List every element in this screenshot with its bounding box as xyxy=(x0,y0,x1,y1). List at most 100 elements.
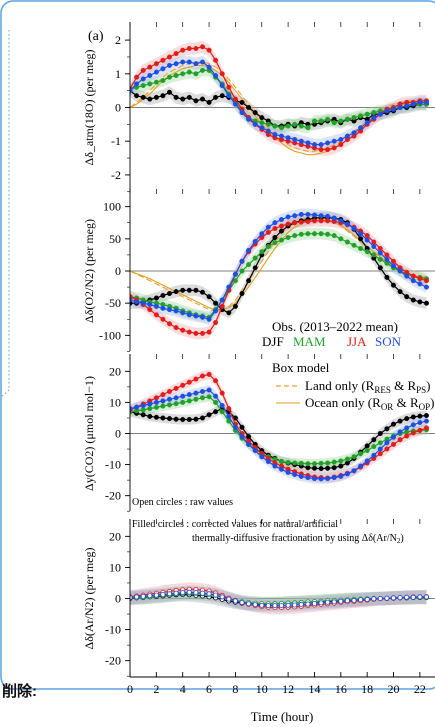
point-son xyxy=(130,406,133,412)
point-son xyxy=(331,599,337,605)
point-son xyxy=(318,476,324,482)
point-djf xyxy=(219,93,225,99)
point-jja xyxy=(219,390,225,396)
x-tick-label: 4 xyxy=(180,682,186,696)
point-djf xyxy=(424,413,430,419)
point-son xyxy=(312,212,318,218)
point-jja xyxy=(147,307,153,313)
point-son xyxy=(377,250,383,256)
point-son xyxy=(173,395,179,401)
point-son xyxy=(252,602,258,608)
point-son xyxy=(180,590,186,596)
series-jja-line xyxy=(130,220,427,334)
point-jja xyxy=(318,147,324,153)
series-mam-line xyxy=(130,396,427,465)
point-son xyxy=(285,135,291,141)
point-son xyxy=(252,121,258,127)
point-mam xyxy=(305,461,311,467)
point-son xyxy=(325,213,331,219)
point-mam xyxy=(338,458,344,464)
point-jja xyxy=(285,221,291,227)
series-mam-line xyxy=(130,69,427,129)
point-djf xyxy=(193,98,199,104)
y-tick-label: 10 xyxy=(109,395,121,409)
point-son xyxy=(186,59,192,65)
point-son xyxy=(226,596,232,602)
point-son xyxy=(134,81,140,87)
series-jja-line xyxy=(130,373,427,479)
y-tick-label: 0 xyxy=(115,264,121,278)
point-jja xyxy=(377,451,383,457)
point-son xyxy=(358,231,364,237)
point-djf xyxy=(331,465,337,471)
point-son xyxy=(173,590,179,596)
point-jja xyxy=(206,371,212,377)
point-jja xyxy=(292,220,298,226)
point-son xyxy=(147,593,153,599)
point-son xyxy=(206,64,212,70)
point-djf xyxy=(206,99,212,105)
point-son xyxy=(279,466,285,472)
point-son xyxy=(140,593,146,599)
point-djf xyxy=(226,310,232,316)
point-son xyxy=(298,138,304,144)
point-mam xyxy=(140,407,146,413)
point-son xyxy=(305,211,311,217)
point-son xyxy=(410,594,416,600)
point-son xyxy=(193,313,199,319)
x-tick-label: 14 xyxy=(308,682,320,696)
point-son xyxy=(298,473,304,479)
point-son xyxy=(186,589,192,595)
point-mam xyxy=(186,398,192,404)
point-son xyxy=(265,459,271,465)
point-mam xyxy=(199,395,205,401)
point-son xyxy=(371,596,377,602)
point-son xyxy=(311,601,317,607)
point-son xyxy=(325,599,331,605)
point-jja xyxy=(391,441,397,447)
point-son xyxy=(259,231,265,237)
point-son xyxy=(213,308,219,314)
point-mam xyxy=(358,113,364,119)
point-son xyxy=(166,396,172,402)
point-jja xyxy=(173,325,179,331)
point-jja xyxy=(160,316,166,322)
y-tick-label: -20 xyxy=(105,654,121,668)
point-son xyxy=(147,72,153,78)
point-djf xyxy=(160,415,166,421)
point-jja xyxy=(153,395,159,401)
point-son xyxy=(166,591,172,597)
point-jja xyxy=(160,392,166,398)
point-son xyxy=(232,271,238,277)
point-jja xyxy=(417,427,423,433)
point-son xyxy=(246,441,252,447)
point-son xyxy=(246,247,252,253)
point-mam xyxy=(312,461,318,467)
point-son xyxy=(272,131,278,137)
point-djf xyxy=(417,413,423,419)
panel-2 xyxy=(130,208,435,340)
y-tick-label: -2 xyxy=(111,168,121,182)
point-son xyxy=(213,393,219,399)
point-mam xyxy=(351,115,357,121)
point-mam xyxy=(292,121,298,127)
point-son xyxy=(338,218,344,224)
x-tick-label: 0 xyxy=(127,682,133,696)
point-jja xyxy=(305,218,311,224)
point-son xyxy=(206,387,212,393)
point-son xyxy=(325,476,331,482)
point-son xyxy=(160,398,166,404)
point-mam xyxy=(351,242,357,248)
point-jja xyxy=(213,57,219,63)
point-mam xyxy=(285,123,291,129)
point-djf xyxy=(272,234,278,240)
point-jja xyxy=(298,219,304,225)
point-son xyxy=(213,72,219,78)
x-axis: 0 2 4 6 8 10 12 14 16 18 20 22 xyxy=(127,672,435,696)
point-djf xyxy=(153,295,159,301)
legend-jja: JJA xyxy=(347,334,367,349)
point-mam xyxy=(364,448,370,454)
point-djf xyxy=(166,89,172,95)
y-tick-label: 10 xyxy=(109,560,121,574)
point-djf xyxy=(213,94,219,100)
